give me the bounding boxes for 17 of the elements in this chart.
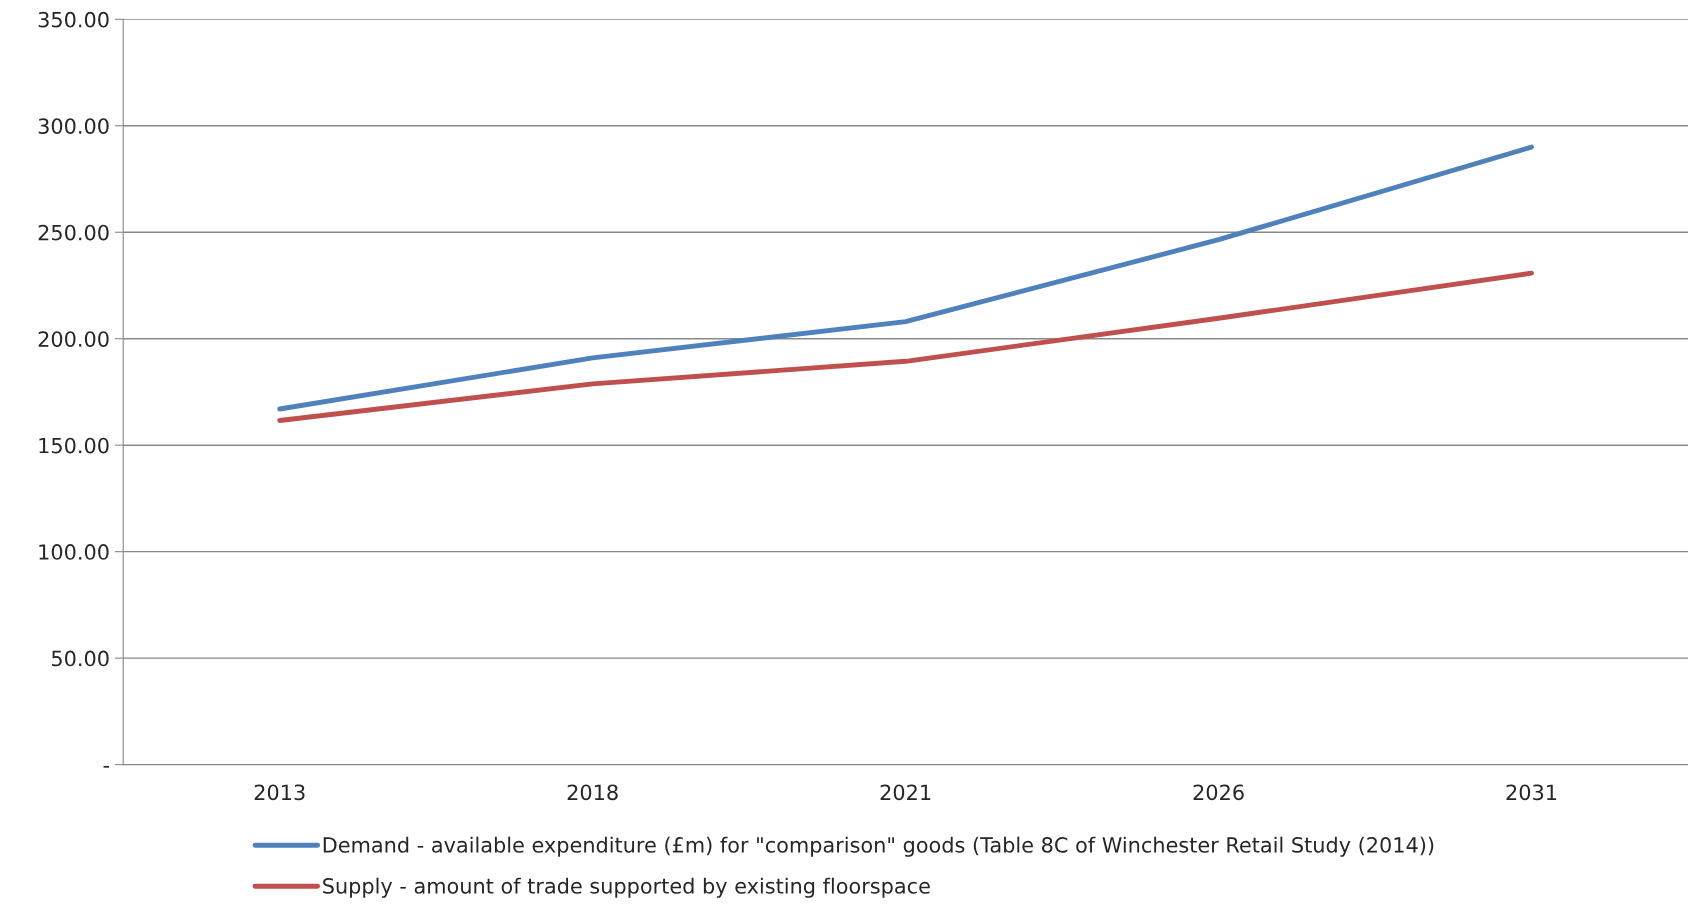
legend-label: Demand - available expenditure (£m) for "comparison" goods (Table 8C of Winchester Retail Study (2014)) xyxy=(323,836,1434,857)
y-tick-label: 200.00 xyxy=(38,331,109,347)
y-tick-label: 150.00 xyxy=(39,437,109,454)
legend-label: Supply - amount of trade supported by existing floorspace xyxy=(323,877,930,898)
y-tick-label: 100.00 xyxy=(39,544,109,560)
y-tick-label: 250.00 xyxy=(38,224,109,241)
y-tick-label: 50.00 xyxy=(52,650,109,667)
line-series xyxy=(277,270,1534,423)
line-series xyxy=(277,144,1534,412)
x-tick-label: 2021 xyxy=(880,784,931,801)
x-tick-label: 2018 xyxy=(567,784,618,801)
x-tick-label: 2026 xyxy=(1193,784,1244,801)
y-tick-label: 300.00 xyxy=(38,118,109,134)
y-tick-label: - xyxy=(103,765,110,768)
x-tick-label: 2031 xyxy=(1506,784,1557,801)
x-tick-label: 2013 xyxy=(254,784,305,801)
y-tick-label: 350.00 xyxy=(38,11,109,28)
